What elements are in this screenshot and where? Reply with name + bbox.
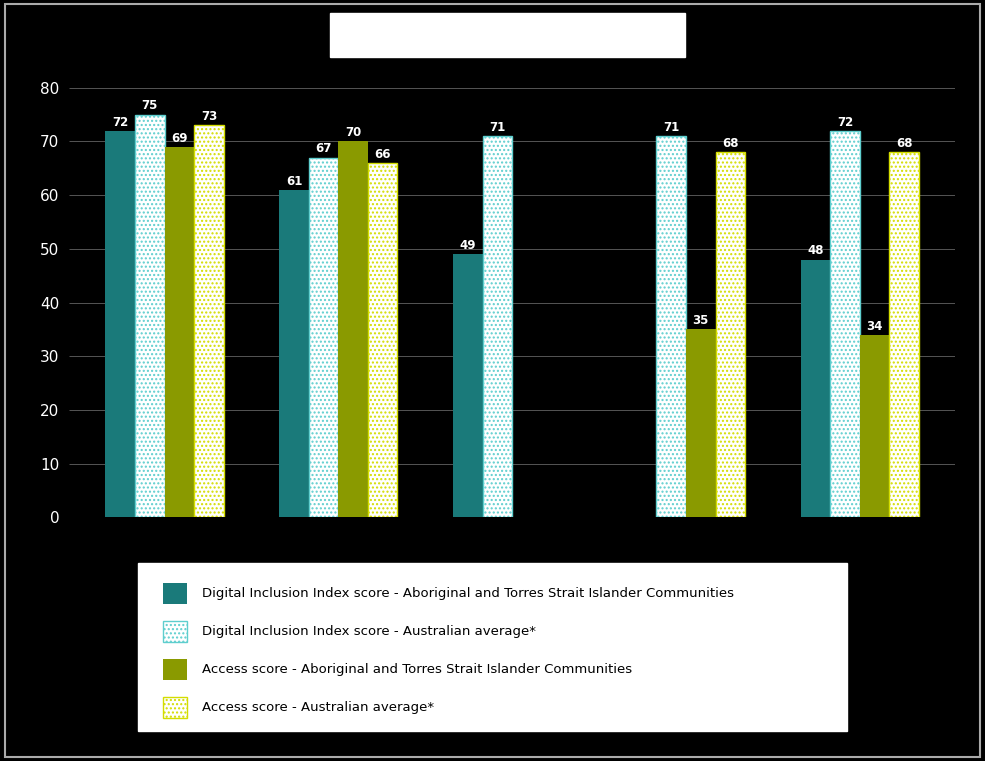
Text: Digital Inclusion Index score - Aboriginal and Torres Strait Islander Communitie: Digital Inclusion Index score - Aborigin…	[202, 587, 734, 600]
Text: 69: 69	[171, 132, 187, 145]
Text: 67: 67	[315, 142, 332, 155]
Bar	[368, 163, 398, 517]
Bar	[135, 115, 164, 517]
Bar	[105, 131, 135, 517]
Text: 73: 73	[201, 110, 217, 123]
Bar	[686, 330, 715, 517]
Text: 66: 66	[374, 148, 391, 161]
Text: Access score - Australian average*: Access score - Australian average*	[202, 701, 434, 715]
Text: 34: 34	[867, 320, 883, 333]
Bar	[830, 131, 860, 517]
Text: 70: 70	[345, 126, 361, 139]
Bar	[453, 254, 483, 517]
Bar	[860, 335, 889, 517]
Text: 61: 61	[286, 175, 302, 188]
Bar	[309, 158, 339, 517]
Bar	[889, 152, 919, 517]
Text: 48: 48	[808, 244, 823, 257]
Bar	[280, 189, 309, 517]
Text: 71: 71	[663, 121, 680, 134]
Text: 68: 68	[722, 137, 739, 150]
Text: Access score - Aboriginal and Torres Strait Islander Communities: Access score - Aboriginal and Torres Str…	[202, 663, 632, 677]
Text: 71: 71	[490, 121, 505, 134]
Text: 35: 35	[692, 314, 709, 327]
Bar	[164, 147, 194, 517]
Text: 75: 75	[142, 100, 158, 113]
Bar	[194, 126, 224, 517]
Text: 49: 49	[460, 239, 476, 252]
Bar	[801, 260, 830, 517]
Bar	[715, 152, 745, 517]
Text: 72: 72	[112, 116, 128, 129]
Bar	[483, 136, 512, 517]
Text: 72: 72	[837, 116, 853, 129]
Bar	[656, 136, 686, 517]
Text: 68: 68	[896, 137, 912, 150]
Text: Digital Inclusion Index score - Australian average*: Digital Inclusion Index score - Australi…	[202, 625, 536, 638]
Bar	[339, 142, 368, 517]
